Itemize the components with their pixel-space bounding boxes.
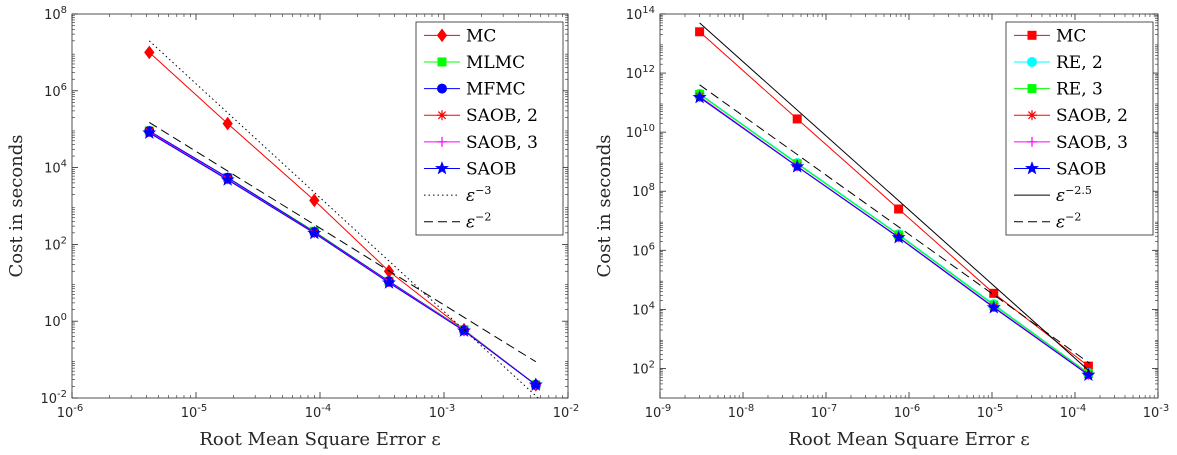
legend-label: ε−2 [466, 211, 491, 233]
x-tick-label: 10-4 [305, 403, 332, 421]
x-tick-label: 10-8 [728, 403, 755, 421]
legend-label: MLMC [466, 53, 525, 73]
x-tick-label: 10-3 [429, 403, 456, 421]
legend-label: SAOB, 3 [466, 133, 538, 153]
minor-ticks [72, 14, 568, 398]
axes-frame [659, 13, 1159, 399]
y-tick-label: 1012 [626, 64, 655, 82]
legend-label: MFMC [466, 80, 526, 100]
legend-label: ε−3 [466, 184, 491, 206]
series-line--2- [699, 84, 1090, 364]
y-axis-label: Cost in seconds [594, 134, 615, 277]
series-line--3- [148, 40, 539, 398]
legend-marker [437, 110, 447, 121]
data-point [894, 204, 904, 214]
legend: MC MLMC MFMC SAOB, 2 SAOB, 3 SAOB ε−3 ε−2 [415, 21, 564, 236]
x-tick-label: 10-5 [181, 403, 208, 421]
data-point [790, 159, 805, 173]
legend-label: RE, 3 [1056, 80, 1103, 100]
series-group [142, 40, 543, 398]
series-line-saob [149, 132, 537, 386]
data-point [381, 275, 396, 289]
data-point [692, 90, 707, 104]
chart-2: 10-9 10-8 10-7 10-6 10-5 10-4 10-3 102 104 106 108… [594, 5, 1169, 450]
data-point [792, 114, 802, 124]
x-tick-label: 10-5 [977, 403, 1004, 421]
data-point [307, 225, 322, 240]
data-point [695, 27, 705, 37]
y-tick-label: 102 [44, 235, 67, 253]
x-tick-label: 10-6 [57, 403, 84, 421]
legend-marker [1024, 161, 1040, 175]
y-axis-label: Cost in seconds [6, 134, 27, 277]
data-point [528, 377, 543, 391]
legend-label: ε−2.5 [1056, 184, 1092, 206]
series-group [692, 22, 1096, 381]
x-tick-label: 10-7 [811, 403, 838, 421]
y-tick-label: 104 [44, 159, 67, 177]
y-tick-label: 108 [632, 182, 655, 200]
legend: MC RE, 2 RE, 3 SAOB, 2 SAOB, 3 SAOB ε−2.5 ε−2 [1005, 21, 1154, 236]
legend-marker [437, 57, 447, 67]
x-axis-label: Root Mean Square Error ε [788, 429, 1029, 450]
data-point [891, 230, 906, 244]
legend-marker [1027, 84, 1037, 94]
data-point [986, 300, 1001, 314]
minor-ticks [660, 14, 1158, 398]
legend-label: MC [1056, 26, 1086, 46]
y-tick-label: 106 [44, 82, 67, 100]
legend-marker [1027, 110, 1037, 121]
y-tick-label: 100 [44, 312, 67, 330]
x-tick-label: 10-2 [553, 403, 580, 421]
data-point [144, 45, 155, 60]
x-tick-label: 10-4 [1060, 403, 1087, 421]
legend-marker [436, 28, 448, 43]
legend-marker [437, 83, 447, 94]
series-line--2- [149, 122, 537, 363]
data-point [142, 125, 157, 139]
legend-label: SAOB, 3 [1056, 133, 1128, 153]
legend-marker [1027, 30, 1037, 40]
y-tick-label: 104 [632, 300, 655, 318]
y-tick-label: 1014 [626, 5, 655, 23]
chart-1: 10-6 10-5 10-4 10-3 10-2 10-2 100 102 104 106 108 R… [6, 5, 579, 450]
legend-label: SAOB [1056, 159, 1106, 179]
axes-frame [71, 13, 569, 399]
legend-label: MC [466, 26, 496, 46]
legend-marker [434, 161, 450, 175]
y-tick-label: 108 [44, 5, 67, 23]
data-point [220, 172, 235, 186]
data-point [1081, 367, 1096, 381]
legend-label: SAOB [466, 159, 516, 179]
legend-label: ε−2 [1056, 211, 1081, 233]
legend-label: SAOB, 2 [466, 106, 538, 126]
data-point [989, 288, 999, 298]
series-line--2-5- [699, 22, 1090, 372]
y-tick-label: 106 [632, 241, 655, 259]
legend-marker [437, 136, 447, 147]
y-tick-label: 10-2 [40, 389, 67, 407]
legend-label: SAOB, 2 [1056, 106, 1128, 126]
legend-marker [1027, 136, 1037, 147]
x-tick-label: 10-9 [645, 403, 672, 421]
legend-marker [1027, 56, 1037, 67]
y-tick-label: 102 [632, 359, 655, 377]
data-point [222, 116, 233, 131]
legend-label: RE, 2 [1056, 53, 1103, 73]
y-tick-label: 1010 [626, 123, 655, 141]
data-point [309, 193, 320, 208]
x-tick-label: 10-3 [1143, 403, 1170, 421]
x-axis-label: Root Mean Square Error ε [199, 429, 440, 450]
x-tick-label: 10-6 [894, 403, 921, 421]
